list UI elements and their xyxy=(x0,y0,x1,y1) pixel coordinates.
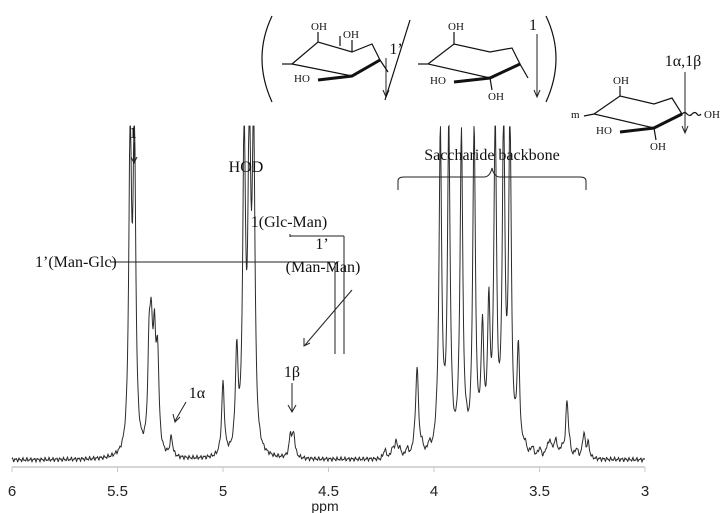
label-structure-end: 1α,1β xyxy=(665,53,702,70)
arrow-1beta-head xyxy=(287,404,297,414)
label-structure-1prime: 1’ xyxy=(389,41,402,58)
label-1alpha: 1α xyxy=(189,385,206,402)
x-tick-label: 4.5 xyxy=(318,483,339,500)
x-tick-label: 5.5 xyxy=(107,483,128,500)
ring-end-oh-3: OH xyxy=(704,109,720,121)
arrow-structure-1-head xyxy=(533,89,541,99)
arrow-1-head xyxy=(130,156,138,165)
x-axis-title: ppm xyxy=(311,498,338,513)
ring-a-oh-1: OH xyxy=(311,21,327,33)
x-tick-label: 4 xyxy=(430,483,438,500)
x-tick-label: 3.5 xyxy=(529,483,550,500)
ring-a-sub-4 xyxy=(379,59,389,73)
ring-end-wavy-bond xyxy=(681,111,702,117)
ring-end-ho: HO xyxy=(596,125,612,137)
arrow-1alpha-head xyxy=(172,413,181,423)
ring-a xyxy=(290,41,381,77)
x-tick-label: 3 xyxy=(641,483,649,500)
paren-left xyxy=(261,15,273,103)
paren-right xyxy=(545,15,557,103)
label-1-glc-man: 1(Glc-Man) xyxy=(251,214,327,231)
slash-separator xyxy=(384,19,411,101)
ring-end-bold-edge xyxy=(619,112,683,134)
label-1beta: 1β xyxy=(284,364,300,381)
spectrum-trace xyxy=(11,124,646,464)
backbone-brace xyxy=(397,167,587,190)
ring-end-oh-1: OH xyxy=(613,75,629,87)
x-tick-label: 6 xyxy=(8,483,16,500)
ring-b-bold-edge xyxy=(453,62,521,84)
label-1prime: 1’ xyxy=(315,236,328,253)
label-1prime-man-glc: 1’(Man-Glc) xyxy=(35,254,117,271)
label-peak-1: 1 xyxy=(129,125,137,142)
ring-a-bold-edge xyxy=(317,58,381,82)
label-repeat-m: m xyxy=(571,109,580,121)
label-man-man: (Man-Man) xyxy=(286,259,361,276)
x-tick-label: 5 xyxy=(219,483,227,500)
ring-end-sub-2 xyxy=(653,127,657,141)
ring-a-ho: HO xyxy=(294,73,310,85)
chemical-structures xyxy=(261,15,702,141)
ring-a-oh-2: OH xyxy=(343,29,359,41)
ring-b-oh-2: OH xyxy=(488,91,504,103)
label-hod: HOD xyxy=(229,159,264,176)
ring-b-sub-3 xyxy=(519,63,529,79)
annotations xyxy=(110,34,689,423)
ring-end-oh-2: OH xyxy=(650,141,666,153)
label-saccharide-backbone: Saccharide backbone xyxy=(424,147,559,164)
ring-end xyxy=(592,95,683,129)
arrow-man-man-head xyxy=(303,338,311,347)
ring-b-sub-2 xyxy=(489,77,493,91)
x-axis-ticks: 6 5.5 5 4.5 4 3.5 3 xyxy=(8,467,649,500)
arrow-structure-end-head xyxy=(681,125,689,135)
ring-end-sub-3 xyxy=(583,113,595,117)
ring-b-ho: HO xyxy=(430,75,446,87)
ring-b-oh-1: OH xyxy=(448,21,464,33)
ring-b xyxy=(426,43,521,79)
label-structure-1: 1 xyxy=(529,17,537,34)
arrow-man-man-shaft xyxy=(304,289,353,346)
arrow-1alpha-shaft xyxy=(174,401,187,422)
annotation-labels: 1 1(Glc-Man) 1’(Man-Glc) 1’ (Man-Man) 1α… xyxy=(35,125,560,402)
structure-labels: 1’ 1 1α,1β m OH OH HO OH HO OH OH HO OH … xyxy=(294,17,720,153)
